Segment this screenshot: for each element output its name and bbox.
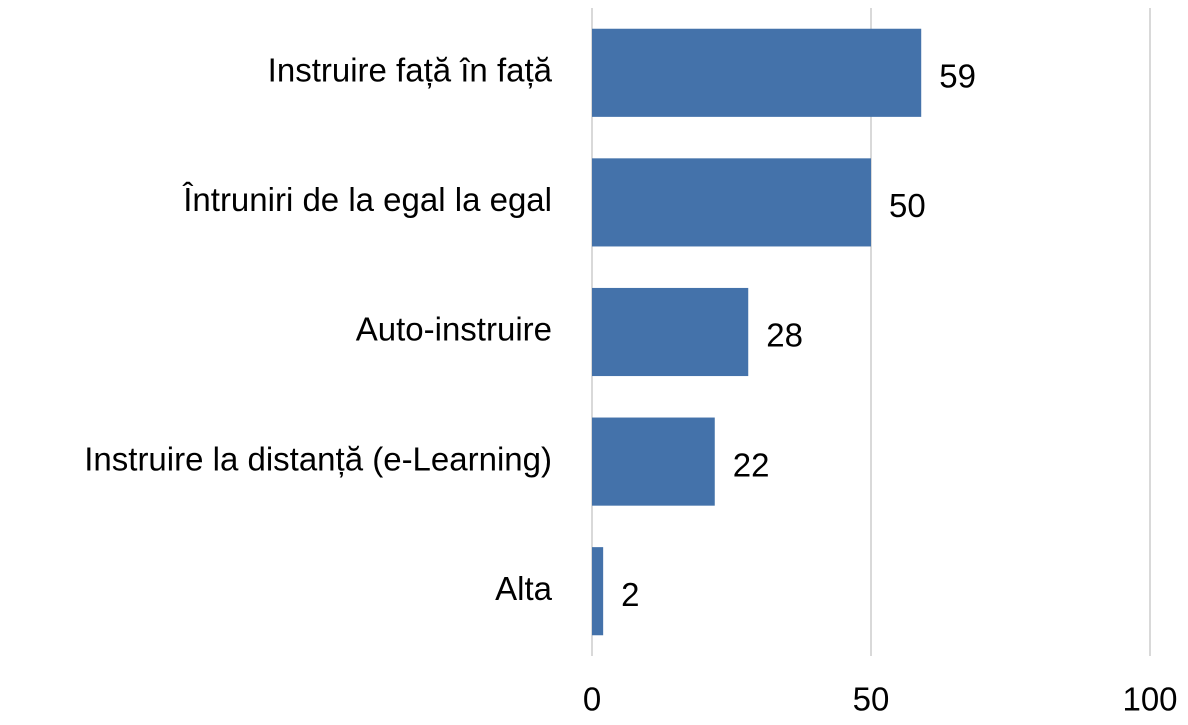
data-label: 28	[766, 317, 803, 354]
data-label: 50	[889, 187, 926, 224]
y-tick-label: Auto-instruire	[356, 311, 552, 348]
bar	[592, 417, 715, 506]
data-label: 22	[733, 446, 770, 483]
y-tick-label: Instruire față în față	[268, 52, 553, 89]
y-tick-label: Întruniri de la egal la egal	[182, 181, 552, 218]
bar	[592, 158, 871, 247]
x-tick-label: 50	[853, 681, 890, 718]
bar	[592, 28, 922, 117]
y-tick-label: Instruire la distanță (e-Learning)	[84, 440, 552, 477]
bar	[592, 287, 749, 377]
data-label: 59	[939, 58, 976, 95]
y-tick-label: Alta	[495, 570, 553, 607]
x-tick-label: 100	[1122, 681, 1177, 718]
data-label: 2	[621, 576, 639, 613]
bar	[592, 547, 604, 636]
x-tick-label: 0	[583, 681, 601, 718]
